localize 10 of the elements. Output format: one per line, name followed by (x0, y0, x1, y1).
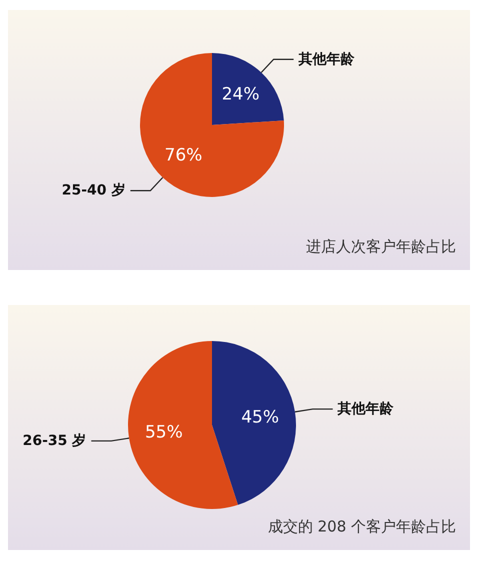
text: 成交的 208 个客户年龄占比 (268, 518, 456, 536)
data-label: 55% (144, 422, 183, 443)
data-label: 76% (164, 145, 202, 166)
data-label: 45% (241, 407, 280, 428)
data-label: 24% (222, 84, 260, 105)
slice-label: 26-35 岁 (22, 432, 86, 449)
slice-label: 其他年龄 (336, 401, 395, 418)
slice-label: 25-40 岁 (62, 182, 126, 199)
slice-label: 其他年龄 (298, 51, 356, 68)
text: 进店人次客户年龄占比 (306, 238, 456, 256)
